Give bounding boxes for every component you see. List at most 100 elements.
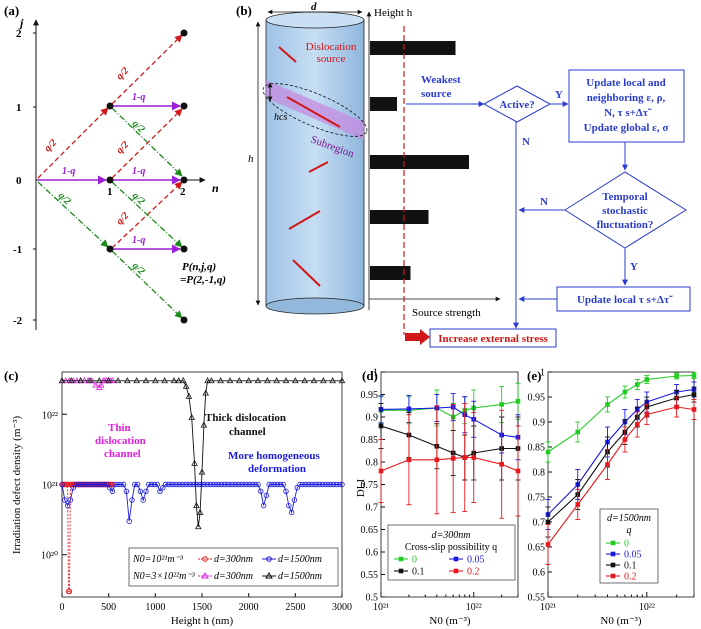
plot-d-legend: d=300nm Cross-slip possibility q 0 0.050.… (387, 524, 516, 581)
plot-e-point (634, 382, 640, 387)
plot-c-point (66, 588, 73, 595)
one-minus-q-1: 1-q (62, 166, 75, 177)
plot-c-point (273, 377, 280, 384)
plot-e-point (644, 377, 650, 382)
plot-e-ytick-label: 0.65 (528, 543, 546, 554)
plot-c-point (98, 481, 104, 488)
plot-c-point (216, 481, 222, 488)
plot-d-ytick-label: 1 (373, 368, 378, 379)
plot-c-point (101, 481, 107, 488)
panel-a-label: (a) (4, 3, 19, 18)
plot-e-ytick-label: 1 (540, 368, 545, 379)
plot-c-point (249, 481, 256, 488)
plot-c-point (67, 497, 74, 503)
plot-d-point (462, 455, 468, 460)
q-half-up-2: q/2 (114, 65, 131, 82)
plot-c-point (185, 481, 191, 488)
plot-d-ytick-label: 0.8 (366, 458, 379, 469)
update-box (568, 69, 685, 143)
plot-e-point (691, 373, 697, 378)
plot-c-point (263, 492, 270, 499)
plot-d-point (515, 468, 521, 474)
subregion-band (266, 80, 364, 140)
plot-c-point (133, 377, 140, 384)
homog-2: deformation (248, 463, 306, 475)
plot-c-point (188, 413, 196, 420)
plot-e-series (545, 372, 697, 565)
plot-c-point (235, 481, 242, 488)
plot-c-point (179, 481, 186, 488)
plot-e-point (605, 462, 610, 467)
legend-entry-label: 0 (412, 555, 417, 566)
plot-d-point (378, 423, 384, 429)
plot-c-point (302, 481, 309, 488)
edge-labels: q/2 q/2 q/2 q/2 q/2 q/2 q/2 q/2 1-q 1-q … (42, 65, 146, 277)
legend-entry-label: 0.2 (467, 567, 480, 578)
plot-e-series-line (547, 374, 695, 453)
legend-swatch-marker (610, 551, 616, 557)
legend-d1500-1: d=1500nm (278, 554, 322, 565)
source-strength-bar (370, 41, 456, 55)
plot-c-point (157, 488, 163, 495)
plot-c-point (245, 377, 252, 384)
plot-c-point (193, 481, 200, 488)
plot-c-point (224, 481, 230, 488)
plot-c-point (294, 485, 300, 491)
plot-e-point (545, 449, 551, 455)
plot-c-ytick-label: 10²¹ (42, 481, 58, 492)
plot-c-point (283, 488, 289, 495)
update-local-label: Update local τ s+Δτ̃ (577, 294, 673, 306)
plot-c-point (218, 481, 225, 488)
legend-swatch-marker (453, 568, 459, 574)
plot-c-point (274, 481, 281, 488)
plot-d-point (406, 457, 412, 463)
q-half-down-4: q/2 (130, 260, 147, 277)
plot-e-xtick-label: 10²¹ (540, 602, 556, 613)
up-transitions (37, 34, 183, 249)
plot-c-point (188, 481, 194, 488)
plot-c-point (292, 377, 299, 384)
legend-d300-1: d=300nm (214, 554, 253, 565)
plot-c-point (154, 481, 160, 488)
plot-c-point (168, 481, 174, 488)
panel-d: (d) 0.5 0.55 0.6 0.65 0.7 0.75 0.8 0.85 0.9 0.95 1… (355, 368, 521, 627)
plot-c-point (238, 481, 244, 488)
plot-c-point (77, 377, 84, 384)
plot-c-xtick-label: 1000 (145, 602, 165, 613)
plot-c-point (230, 481, 236, 488)
plot-c-point (199, 481, 205, 488)
plot-e-point (575, 429, 581, 435)
plot-d-point (515, 398, 521, 404)
dislocation-source-label-2: source (317, 53, 346, 65)
legend-swatch-marker (453, 556, 459, 562)
plot-c-point (300, 481, 306, 488)
plot-c-point (142, 377, 150, 384)
plot-c-point (333, 481, 340, 488)
q-half-down-3: q/2 (130, 190, 147, 207)
legend-swatch-marker (398, 556, 404, 562)
thin-channel-3: channel (104, 448, 141, 460)
height-axis-label: Height h (374, 7, 413, 19)
legend-n0-2: N0=3×10²²m⁻³ (132, 571, 196, 582)
panel-a: (a) j n 2 1 0 -1 -2 1 2 (4, 3, 226, 330)
plot-c-point (320, 377, 327, 384)
plot-c-point (291, 497, 298, 503)
panel-e: (e) 0.55 0.6 0.65 0.7 0.75 0.8 0.85 0.9 0.95 1 10²… (527, 368, 697, 627)
source-strength-bar (370, 97, 397, 111)
plot-c-point (97, 381, 105, 388)
plot-c-point (171, 481, 177, 488)
plot-d-ticks: 0.5 0.55 0.6 0.65 0.7 0.75 0.8 0.85 0.9 0.95 1 10²¹… (361, 368, 519, 613)
plot-e-legend-title-2: q (627, 525, 632, 536)
plot-c-point (336, 481, 342, 488)
fluctuation-decision (564, 171, 687, 249)
plot-c-point (106, 485, 113, 491)
increase-box (429, 328, 557, 348)
prob-label-1: P(n,j,q) (182, 261, 216, 273)
plot-c-point (217, 377, 224, 384)
plot-c-point (286, 502, 292, 509)
plot-c-xtick-label: 2500 (285, 602, 305, 613)
plot-c-point (90, 481, 96, 488)
plot-c-point (254, 377, 262, 384)
plot-c-point (78, 481, 85, 488)
